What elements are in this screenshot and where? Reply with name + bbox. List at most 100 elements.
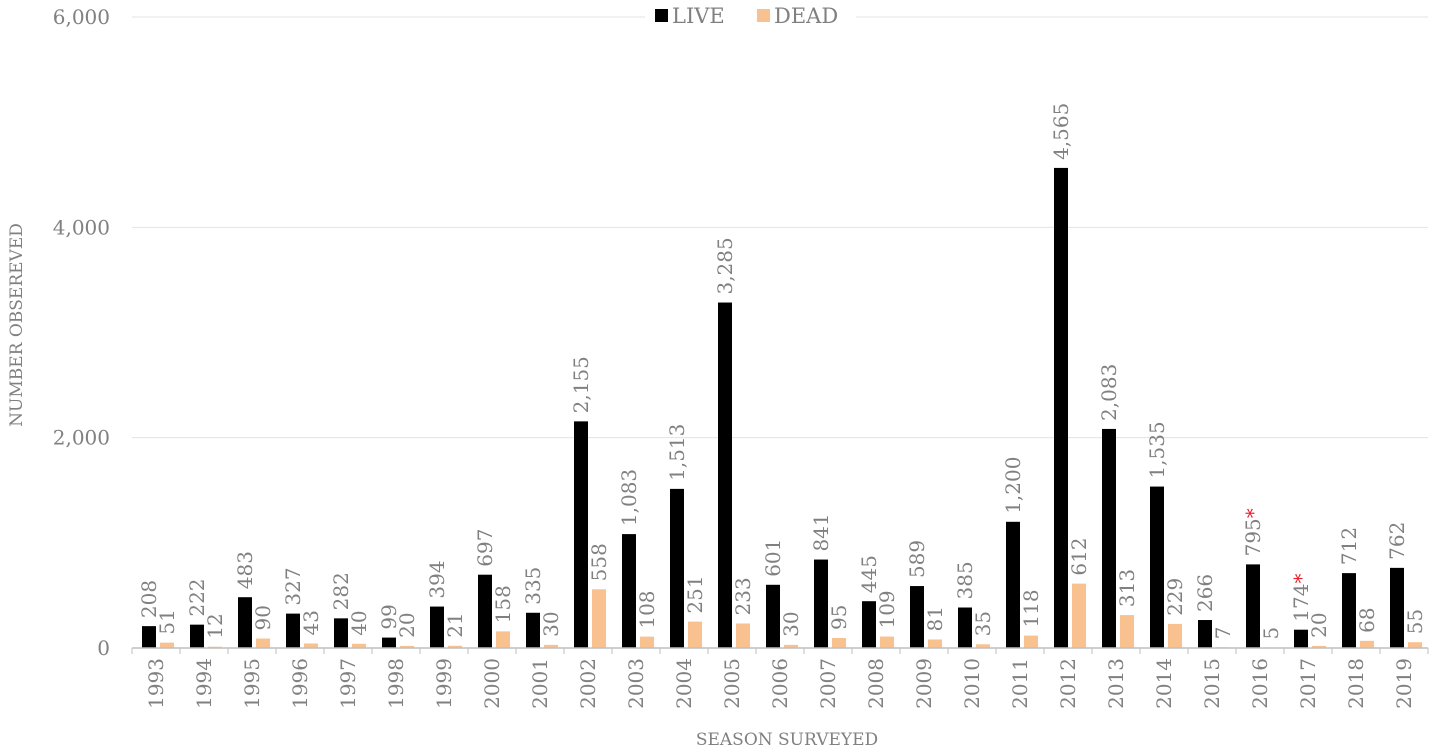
bar-live [1006, 521, 1020, 648]
data-label-dead: 108 [635, 590, 659, 628]
bar-live [238, 597, 252, 648]
x-tick-label: 2001 [528, 658, 552, 709]
bar-dead [832, 638, 846, 648]
x-tick-label: 2007 [816, 658, 840, 709]
data-label-dead: 51 [155, 609, 179, 634]
bar-live [526, 612, 540, 648]
bar-live [1342, 573, 1356, 648]
bar-dead [976, 644, 990, 648]
bar-live [766, 584, 780, 648]
bar-dead [784, 644, 798, 648]
x-tick-label: 2013 [1104, 658, 1128, 709]
legend-swatch-dead [757, 9, 770, 22]
data-label-dead: 30 [539, 611, 563, 636]
bar-live [958, 607, 972, 648]
x-tick-label: 1997 [336, 658, 360, 709]
data-label-live: 762 [1385, 522, 1409, 560]
bar-dead [1072, 583, 1086, 648]
bar-live [1054, 167, 1068, 648]
bar-live [1390, 567, 1404, 648]
x-tick-label: 2012 [1056, 658, 1080, 709]
bar-live [910, 586, 924, 648]
data-label-dead: 7 [1211, 627, 1235, 640]
bar-dead [688, 621, 702, 648]
bar-live [1246, 564, 1260, 648]
bar-dead [1024, 635, 1038, 648]
x-tick-label: 1993 [144, 658, 168, 709]
x-tick-label: 2016 [1248, 658, 1272, 709]
bar-live [862, 601, 876, 648]
y-tick-label: 6,000 [53, 5, 110, 29]
data-label-live: 697 [473, 529, 497, 567]
data-label-dead: 20 [1307, 612, 1331, 637]
data-label-live: 712 [1337, 527, 1361, 565]
data-label-dead: 20 [395, 612, 419, 637]
data-label-live: 795* [1241, 508, 1265, 556]
bar-live [1102, 428, 1116, 648]
data-label-live: 1,200 [1001, 457, 1025, 514]
bar-live [382, 637, 396, 648]
x-tick-label: 2002 [576, 658, 600, 709]
data-label-dead: 558 [587, 543, 611, 581]
x-tick-label: 2006 [768, 658, 792, 709]
bar-dead [496, 631, 510, 648]
data-label-live: 394 [425, 560, 449, 598]
x-tick-label: 2010 [960, 658, 984, 709]
bar-dead [1360, 640, 1374, 648]
bar-live [1294, 629, 1308, 648]
data-label-live: 266 [1193, 574, 1217, 612]
bar-dead [304, 643, 318, 648]
bar-dead [592, 589, 606, 648]
data-label-dead: 233 [731, 577, 755, 615]
bar-dead [1312, 645, 1326, 648]
data-label-live: 99 [377, 604, 401, 629]
data-label-dead: 40 [347, 610, 371, 635]
data-label-live: 222 [185, 578, 209, 616]
data-label-dead: 30 [779, 611, 803, 636]
data-label-live: 4,565 [1049, 103, 1073, 160]
bar-dead [544, 644, 558, 648]
x-tick-label: 2008 [864, 658, 888, 709]
data-label-dead: 229 [1163, 578, 1187, 616]
x-tick-label: 2018 [1344, 658, 1368, 709]
x-tick-label: 2009 [912, 658, 936, 709]
bar-live [1198, 620, 1212, 648]
data-label-live: 3,285 [713, 237, 737, 294]
data-label-dead: 612 [1067, 537, 1091, 575]
bar-live [622, 534, 636, 648]
x-tick-label: 2011 [1008, 658, 1032, 709]
bar-live [286, 613, 300, 648]
data-label-dead: 158 [491, 585, 515, 623]
data-label-dead: 43 [299, 610, 323, 635]
bar-live [670, 488, 684, 648]
x-tick-label: 2004 [672, 658, 696, 709]
bar-live [478, 574, 492, 648]
bar-dead [352, 643, 366, 648]
bar-dead [256, 638, 270, 648]
bar-live [190, 624, 204, 648]
data-label-live: 208 [137, 580, 161, 618]
x-tick-label: 2015 [1200, 658, 1224, 709]
data-label-dead: 90 [251, 605, 275, 630]
data-label-dead: 251 [683, 575, 707, 613]
data-label-dead: 109 [875, 590, 899, 628]
data-label-live: 589 [905, 540, 929, 578]
bar-dead [1408, 642, 1422, 648]
legend-swatch-live [655, 9, 668, 22]
bar-dead [928, 639, 942, 648]
x-tick-label: 1995 [240, 658, 264, 709]
data-label-dead: 55 [1403, 609, 1427, 634]
y-tick-label: 2,000 [53, 426, 110, 450]
y-tick-label: 4,000 [53, 215, 110, 239]
y-tick-label: 0 [97, 636, 110, 660]
data-label-live: 841 [809, 513, 833, 551]
x-axis-title: SEASON SURVEYED [696, 730, 878, 750]
data-label-dead: 68 [1355, 607, 1379, 632]
data-label-live: 445 [857, 555, 881, 593]
x-tick-label: 2014 [1152, 658, 1176, 709]
data-label-live: 282 [329, 572, 353, 610]
data-label-dead: 313 [1115, 569, 1139, 607]
data-label-live: 2,155 [569, 356, 593, 413]
data-label-dead: 35 [971, 611, 995, 636]
